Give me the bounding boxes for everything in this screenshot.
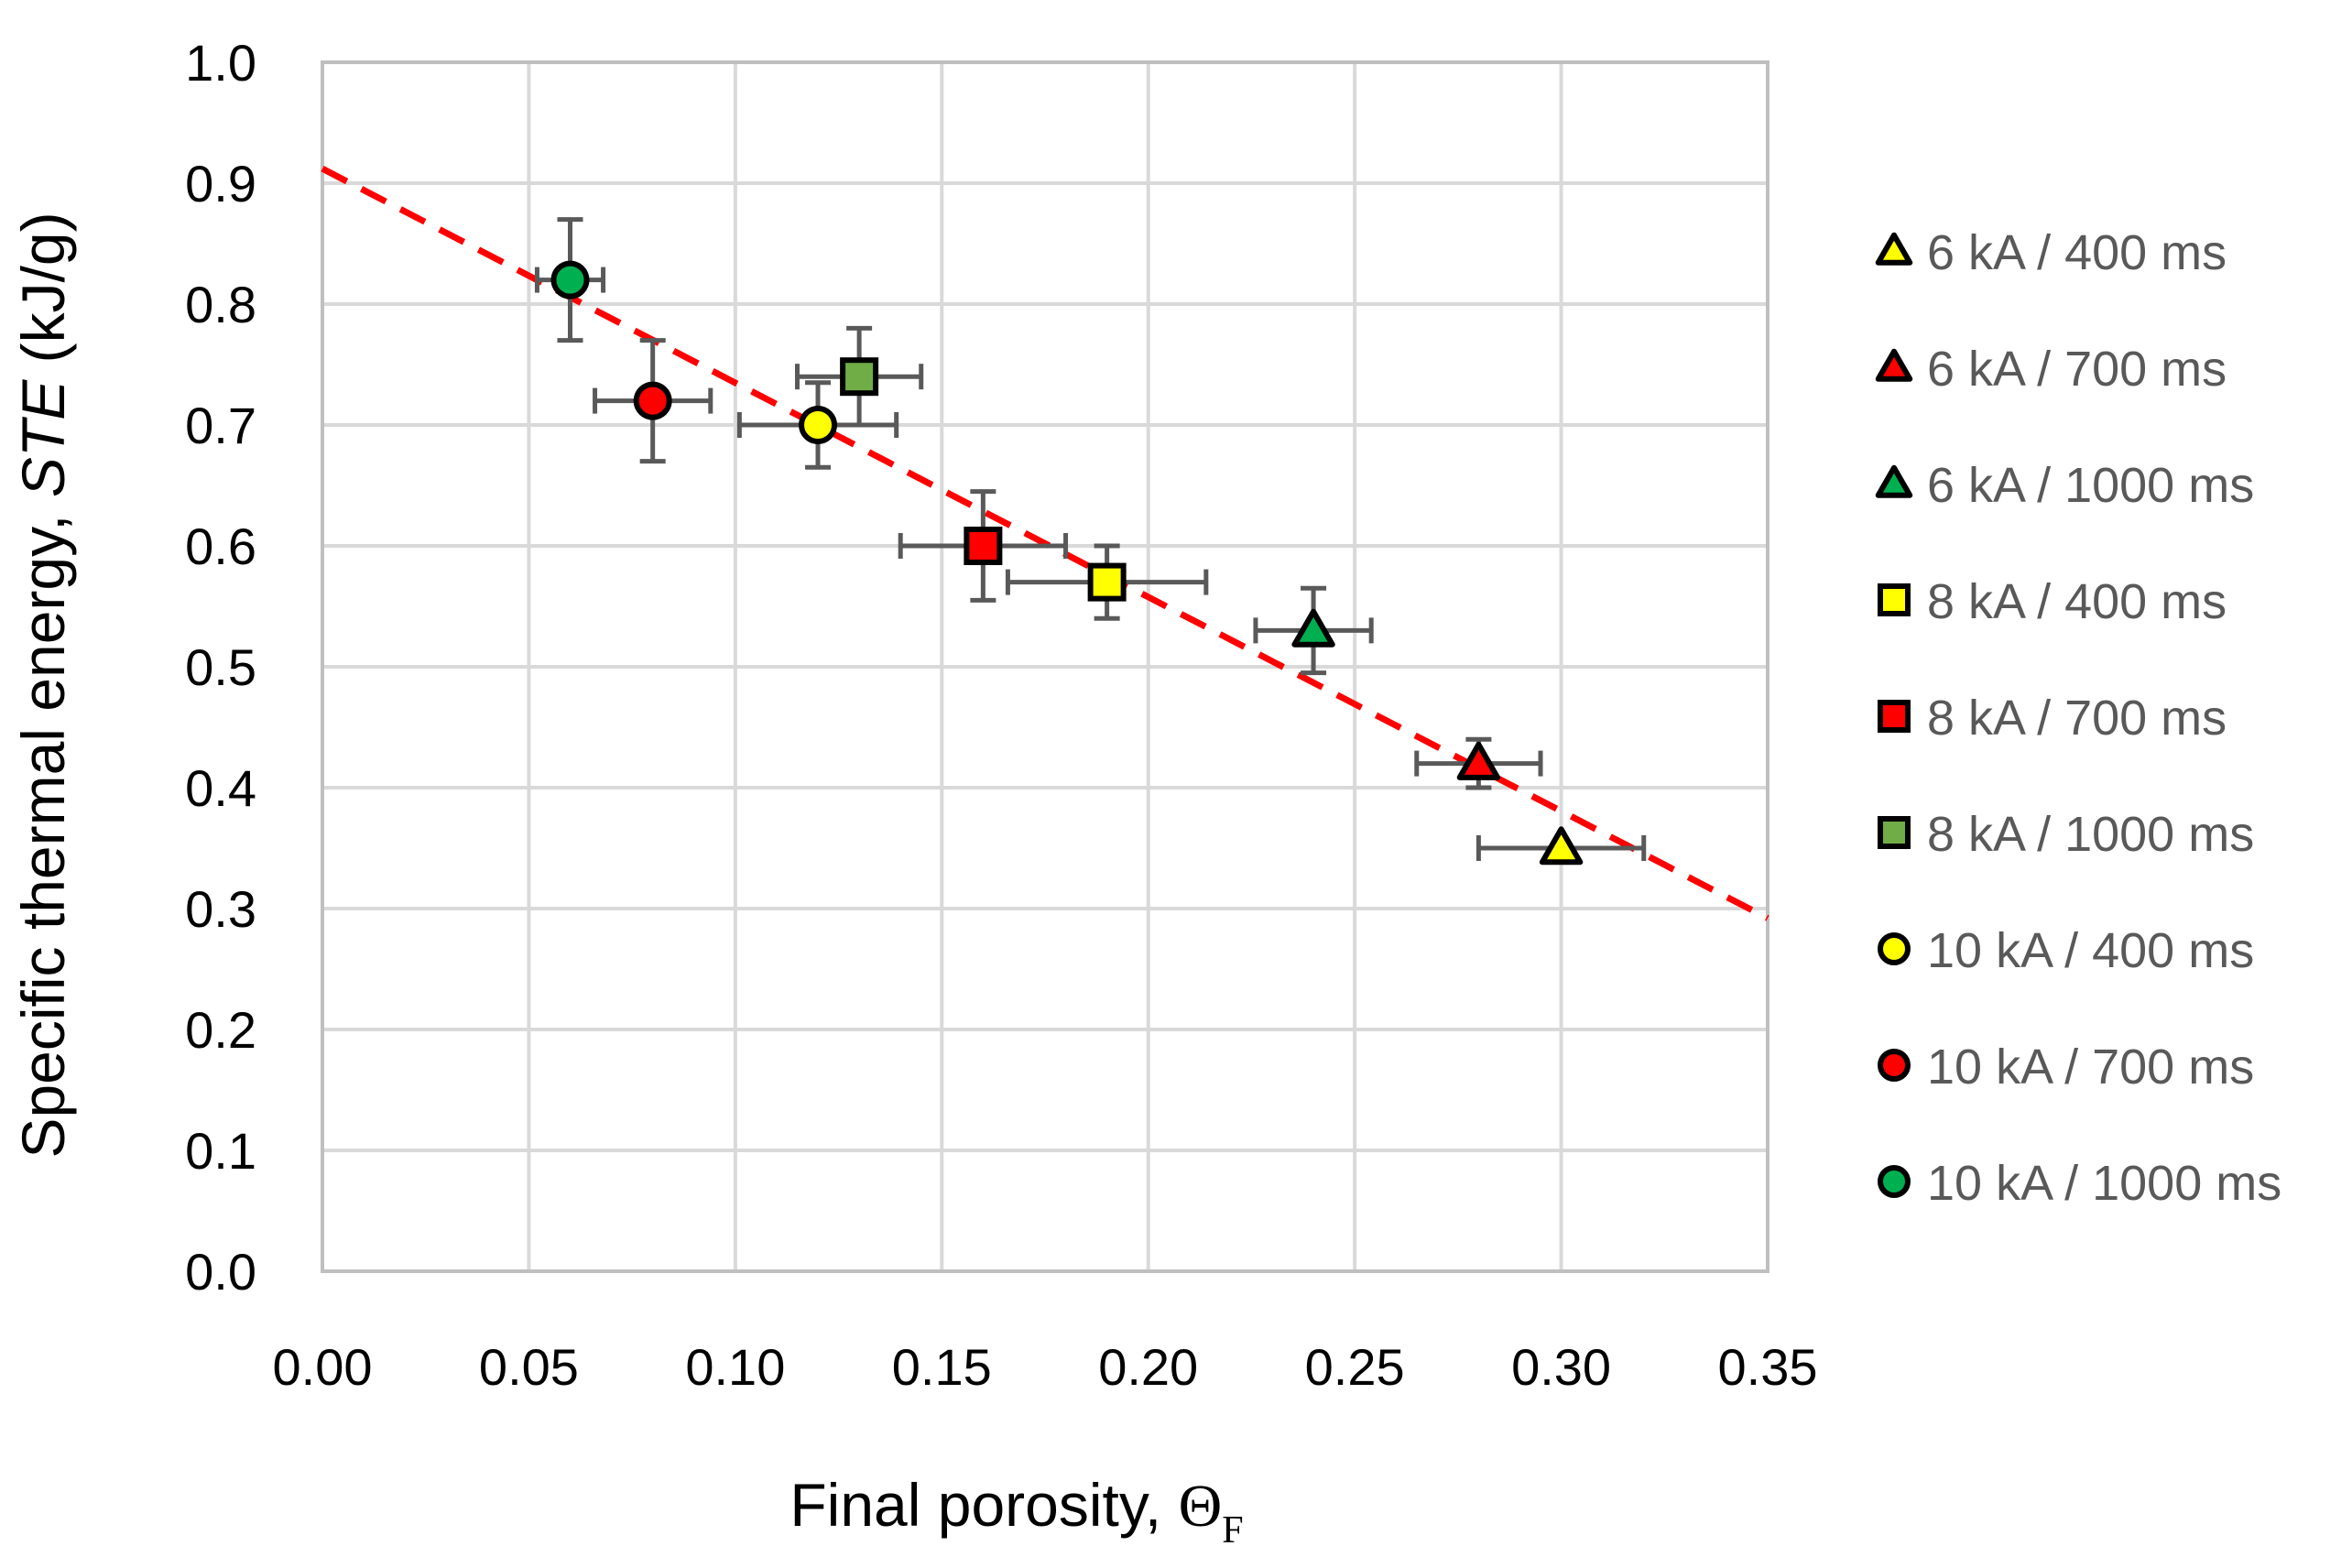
y-tick-label: 0.9 — [185, 155, 256, 212]
legend-entry: 8 kA / 400 ms — [1878, 574, 2227, 629]
legend-label: 6 kA / 400 ms — [1927, 225, 2227, 280]
legend-entry: 10 kA / 400 ms — [1878, 923, 2254, 978]
data-point-triangle — [1539, 826, 1584, 866]
legend-square-icon — [1878, 583, 1911, 616]
legend-circle-icon — [1878, 1165, 1911, 1198]
x-axis-title: Final porosity, ΘF — [789, 1471, 1243, 1552]
data-point-circle — [633, 381, 672, 420]
legend-entry: 6 kA / 1000 ms — [1875, 458, 2254, 513]
y-tick-label: 0.6 — [185, 517, 256, 575]
legend-entry: 8 kA / 1000 ms — [1878, 807, 2254, 862]
data-point-circle — [799, 406, 838, 444]
x-tick-label: 0.15 — [892, 1338, 992, 1396]
y-tick-label: 0.3 — [185, 880, 256, 938]
y-axis-title: Specific thermal energy, STE (kJ/g) — [9, 212, 77, 1158]
data-point-square — [964, 527, 1003, 565]
legend-label: 10 kA / 400 ms — [1927, 923, 2254, 978]
legend-entry: 6 kA / 700 ms — [1875, 342, 2227, 397]
legend-triangle-icon — [1875, 232, 1913, 266]
legend-circle-icon — [1878, 932, 1911, 965]
y-tick-label: 0.0 — [185, 1243, 256, 1301]
legend-entry: 6 kA / 400 ms — [1875, 225, 2227, 280]
legend-entry: 8 kA / 700 ms — [1878, 691, 2227, 746]
y-tick-label: 0.8 — [185, 276, 256, 333]
legend: 6 kA / 400 ms 6 kA / 700 ms 6 kA / 1000 ms… — [1875, 225, 2281, 1211]
legend-entry: 10 kA / 700 ms — [1878, 1040, 2254, 1094]
legend-label: 6 kA / 700 ms — [1927, 342, 2227, 397]
y-tick-label: 0.4 — [185, 759, 256, 817]
legend-label: 8 kA / 400 ms — [1927, 574, 2227, 629]
legend-label: 10 kA / 1000 ms — [1927, 1156, 2281, 1211]
data-point-circle — [550, 260, 590, 299]
legend-triangle-icon — [1875, 464, 1913, 498]
y-tick-label: 0.7 — [185, 397, 256, 454]
legend-label: 10 kA / 700 ms — [1927, 1040, 2254, 1094]
x-tick-label: 0.30 — [1511, 1338, 1611, 1396]
y-tick-label: 0.1 — [185, 1122, 256, 1180]
legend-label: 8 kA / 1000 ms — [1927, 807, 2254, 862]
x-tick-label: 0.25 — [1305, 1338, 1405, 1396]
gridlines — [321, 60, 1769, 1273]
data-point-triangle — [1291, 608, 1335, 648]
y-tick-label: 0.5 — [185, 638, 256, 696]
data-point-triangle — [1456, 741, 1501, 780]
legend-label: 8 kA / 700 ms — [1927, 691, 2227, 746]
x-tick-label: 0.20 — [1098, 1338, 1198, 1396]
data-point-square — [1087, 562, 1127, 602]
data-markers — [550, 260, 1584, 866]
data-point-square — [840, 357, 879, 397]
legend-circle-icon — [1878, 1049, 1911, 1082]
y-tick-label: 1.0 — [185, 34, 256, 92]
legend-label: 6 kA / 1000 ms — [1927, 458, 2254, 513]
legend-entry: 10 kA / 1000 ms — [1878, 1156, 2281, 1211]
x-tick-label: 0.35 — [1718, 1338, 1818, 1396]
x-tick-label: 0.00 — [273, 1338, 373, 1396]
tick-labels: 0.00 0.05 0.10 0.15 0.20 0.25 0.30 0.35 0.0 0.1 0.… — [185, 34, 1817, 1396]
legend-square-icon — [1878, 816, 1911, 849]
legend-square-icon — [1878, 700, 1911, 733]
x-tick-label: 0.10 — [685, 1338, 785, 1396]
y-tick-label: 0.2 — [185, 1001, 256, 1059]
x-tick-label: 0.05 — [479, 1338, 579, 1396]
legend-triangle-icon — [1875, 348, 1913, 382]
plot-area-border — [321, 60, 1769, 1273]
